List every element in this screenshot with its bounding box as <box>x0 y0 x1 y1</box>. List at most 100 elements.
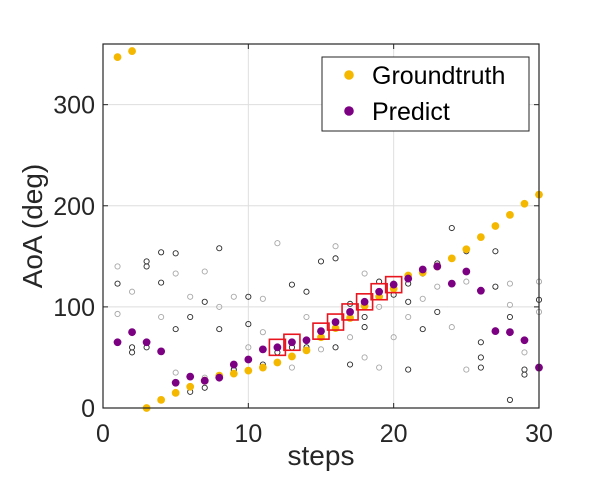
x-tick-label: 0 <box>96 420 110 448</box>
predict-point <box>215 373 224 382</box>
candidate-marker-light <box>288 364 295 371</box>
candidate-marker-light <box>390 334 397 341</box>
highlight-box <box>384 275 403 294</box>
predict-point <box>506 328 514 337</box>
candidate-marker-dark <box>434 308 441 315</box>
legend: Groundtruth Predict <box>321 56 530 132</box>
candidate-marker-dark <box>506 313 513 321</box>
highlight-box <box>326 313 345 331</box>
y-tick-label: 100 <box>53 294 95 322</box>
predict-point <box>302 336 311 345</box>
candidate-marker-light <box>463 366 470 373</box>
candidate-marker-light <box>303 313 310 321</box>
predict-point <box>447 279 456 288</box>
candidate-marker-dark <box>129 344 136 351</box>
candidate-marker-light <box>274 240 281 247</box>
candidate-marker-light <box>448 324 455 331</box>
predict-point <box>520 336 529 345</box>
candidate-marker-light <box>187 293 194 300</box>
candidate-marker-light <box>521 349 528 356</box>
predict-point <box>404 274 413 283</box>
legend-marker-predict <box>344 106 354 116</box>
legend-marker-groundtruth <box>344 70 354 80</box>
candidate-marker-dark <box>201 384 208 391</box>
candidate-marker-light <box>317 346 325 353</box>
predict-point <box>389 280 398 289</box>
candidate-marker-dark <box>245 321 252 328</box>
candidate-marker-dark <box>303 288 310 295</box>
x-tick-label: 10 <box>234 420 262 448</box>
x-tick-label: 30 <box>525 420 553 448</box>
candidate-marker-dark <box>492 248 499 255</box>
groundtruth-point <box>157 396 166 404</box>
candidate-marker-dark <box>419 326 426 333</box>
groundtruth-point <box>171 388 180 397</box>
candidate-marker-light <box>201 268 208 275</box>
candidate-marker-dark <box>477 339 484 346</box>
candidate-marker-dark <box>201 298 208 305</box>
groundtruth-point <box>506 210 514 219</box>
candidate-marker-dark <box>172 326 179 333</box>
highlight-boxes <box>268 275 403 357</box>
highlight-box <box>283 333 301 352</box>
legend-box <box>321 56 530 132</box>
highlight-box <box>370 282 388 301</box>
predict-point <box>128 328 136 337</box>
candidate-marker-dark <box>245 293 252 300</box>
candidate-marker-light <box>376 364 383 371</box>
groundtruth-point <box>229 369 238 378</box>
candidate-marker-light <box>172 369 179 376</box>
y-tick-label: 300 <box>53 92 95 120</box>
predict-point <box>157 347 166 356</box>
candidate-marker-dark <box>521 371 528 378</box>
groundtruth-point <box>288 352 296 361</box>
candidate-marker-dark <box>405 298 412 305</box>
predict-point <box>258 345 267 354</box>
legend-label-groundtruth: Groundtruth <box>372 62 505 90</box>
groundtruth-point <box>491 222 500 230</box>
groundtruth-point <box>258 363 267 372</box>
candidate-marker-dark <box>216 326 223 333</box>
candidate-marker-light <box>129 288 136 295</box>
candidate-marker-light <box>506 301 513 308</box>
candidate-marker-dark <box>114 280 121 287</box>
groundtruth-point <box>447 254 456 263</box>
candidate-marker-light <box>506 280 513 287</box>
predict-point <box>229 360 238 369</box>
candidate-marker-dark <box>477 354 484 361</box>
plot-frame <box>102 43 540 409</box>
highlight-box <box>312 322 330 340</box>
candidate-marker-light <box>114 263 121 270</box>
candidate-marker-dark <box>172 250 179 257</box>
y-tick-label: 200 <box>53 193 95 221</box>
groundtruth-point <box>113 53 122 62</box>
predict-point <box>142 338 151 347</box>
predict-point <box>113 338 122 347</box>
highlight-box <box>341 303 359 321</box>
candidate-marker-dark <box>216 245 223 252</box>
candidate-marker-light <box>332 243 339 250</box>
groundtruth-point <box>302 346 311 355</box>
candidate-marker-light <box>347 334 354 341</box>
candidate-marker-dark <box>405 366 412 373</box>
candidate-marker-light <box>419 295 426 302</box>
candidate-marker-dark <box>187 313 194 321</box>
candidate-marker-dark <box>448 224 455 232</box>
candidate-marker-dark <box>158 279 165 286</box>
candidate-marker-light <box>361 270 368 277</box>
groundtruth-point <box>244 366 253 375</box>
candidate-marker-light <box>434 283 441 290</box>
predict-point <box>491 327 500 336</box>
predict-point <box>186 372 195 381</box>
groundtruth-point <box>128 47 136 55</box>
predict-point <box>200 376 209 385</box>
candidate-marker-dark <box>332 344 339 351</box>
predict-point <box>433 262 442 271</box>
series-layer <box>113 47 543 412</box>
predict-point <box>346 308 354 316</box>
candidate-marker-dark <box>347 361 354 368</box>
highlight-box <box>355 293 374 311</box>
candidate-marker-dark <box>143 263 150 270</box>
